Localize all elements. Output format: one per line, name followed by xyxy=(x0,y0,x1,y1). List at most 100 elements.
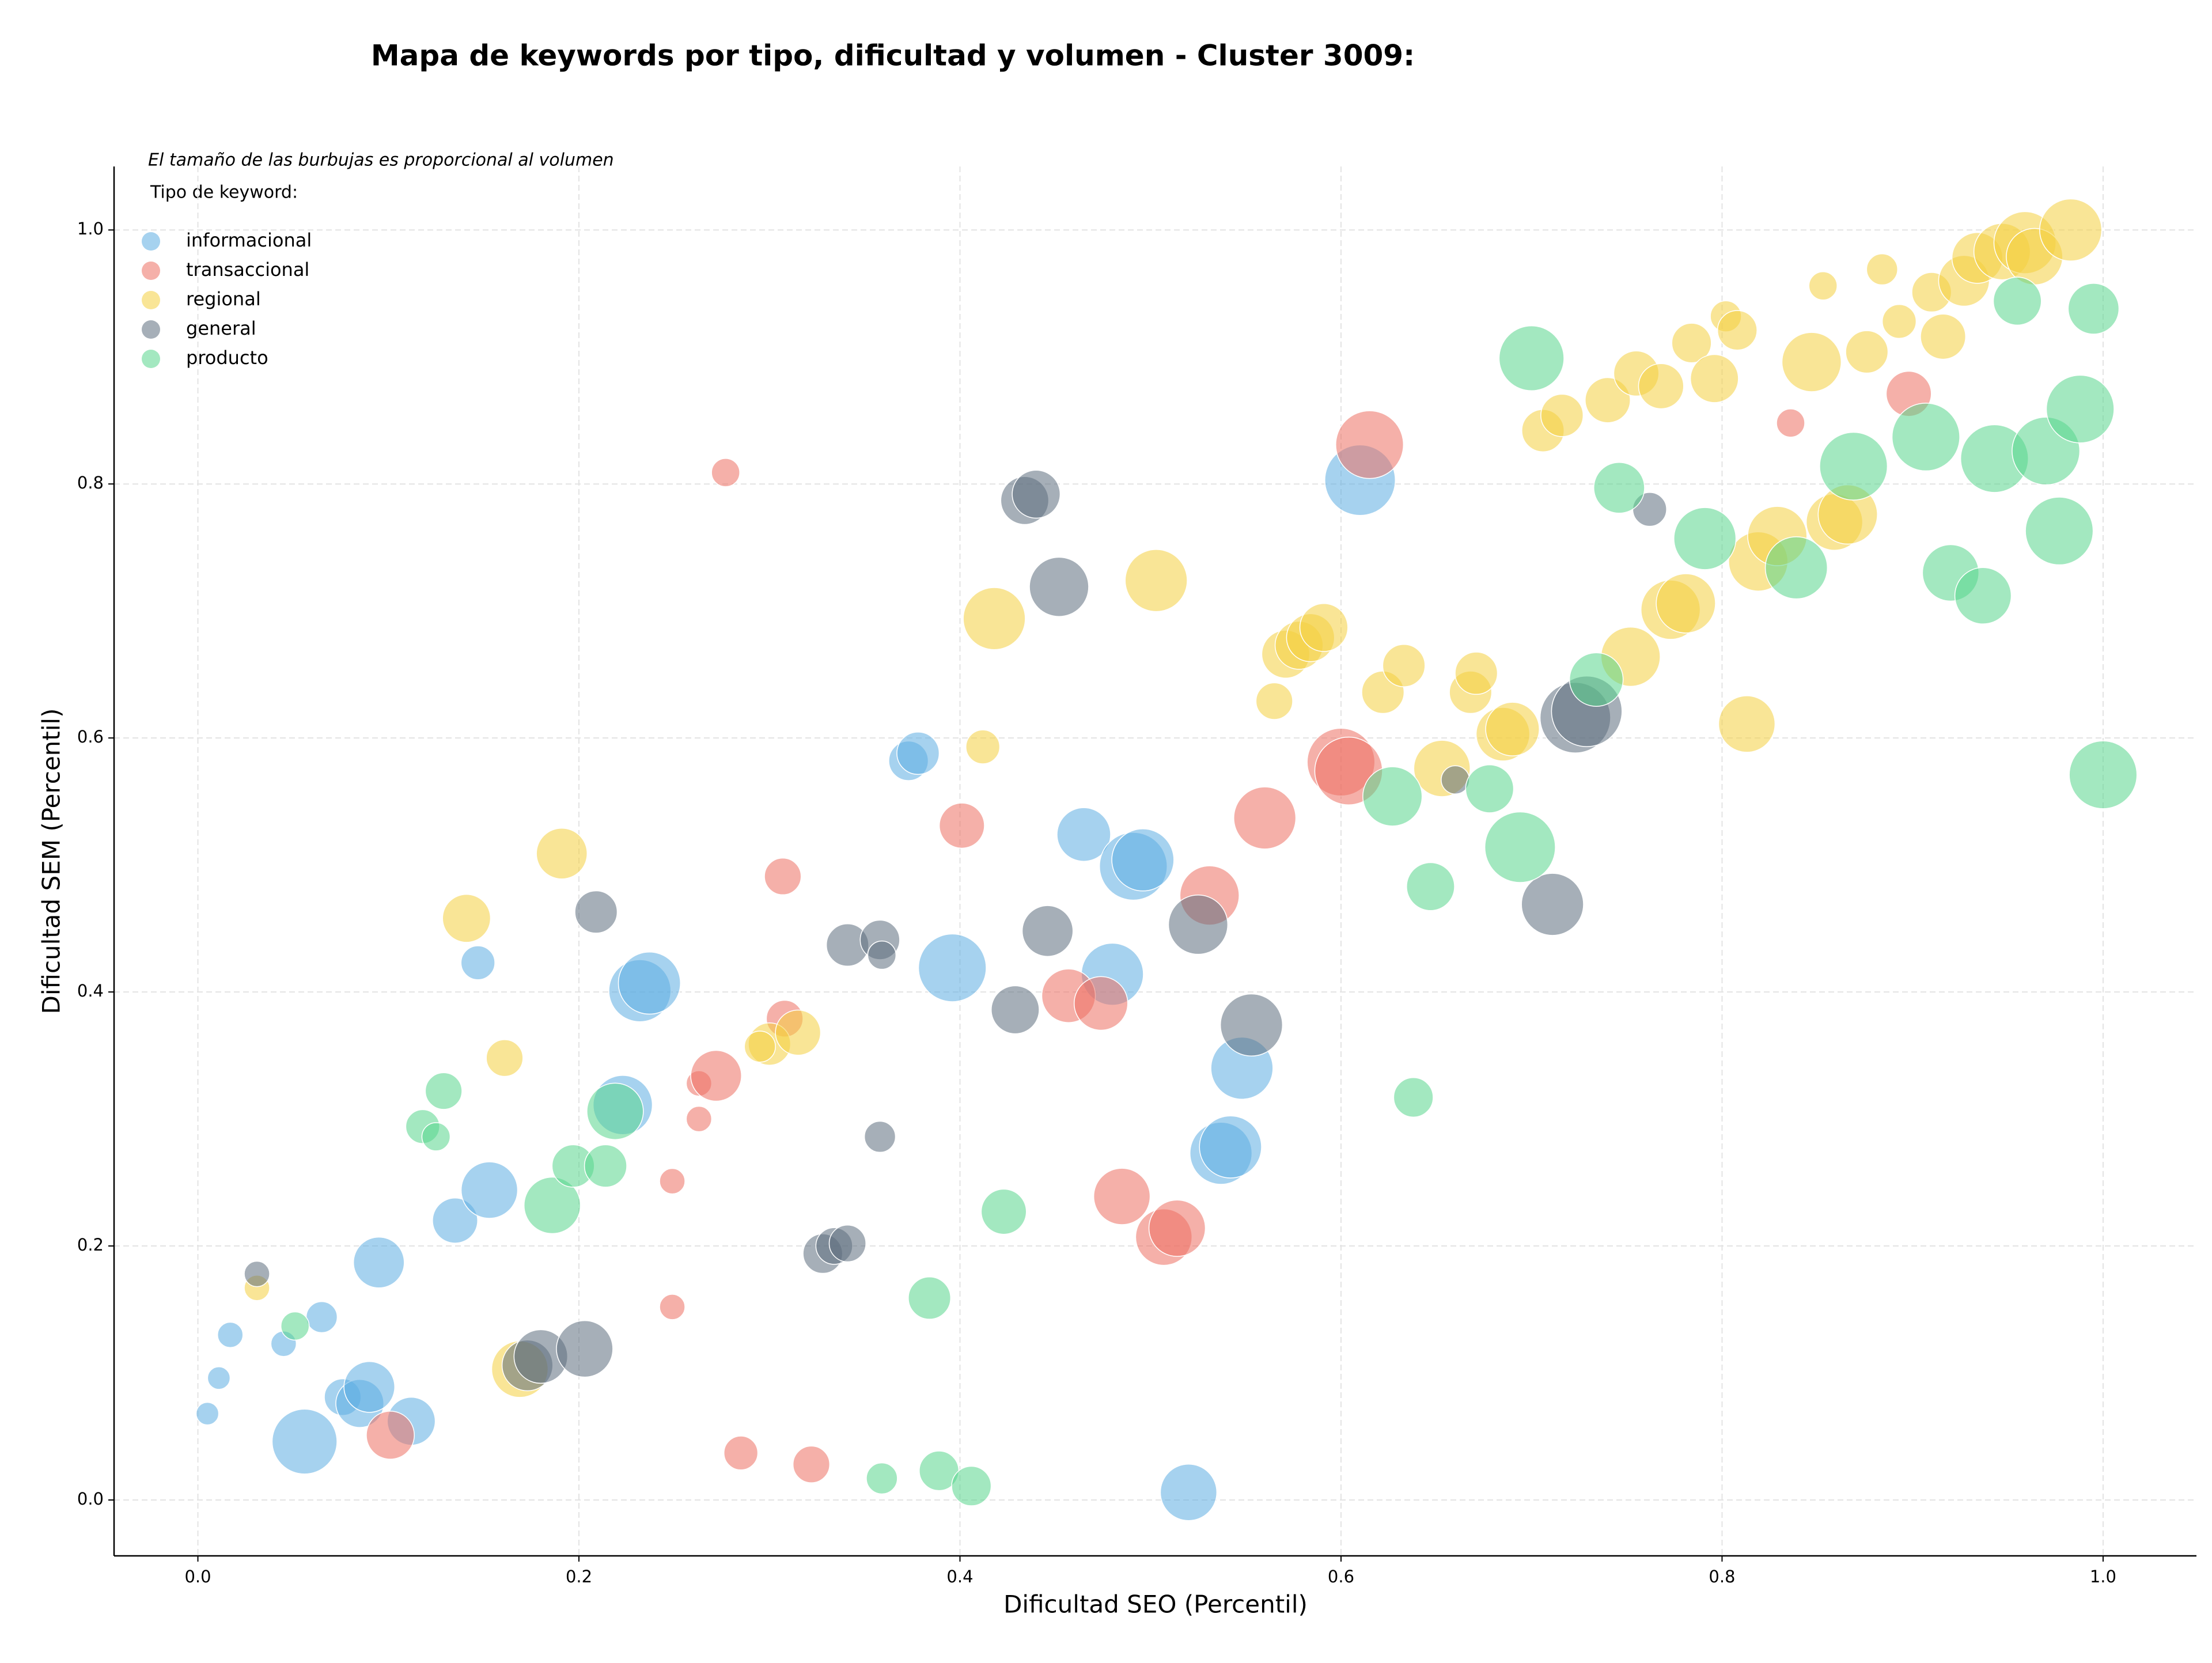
legend-marker xyxy=(142,232,160,251)
bubble xyxy=(863,1120,896,1153)
bubble xyxy=(1593,461,1645,514)
bubble xyxy=(280,1311,310,1341)
legend-label: producto xyxy=(186,347,268,369)
bubble xyxy=(523,1176,581,1234)
bubble xyxy=(659,1168,685,1195)
y-tick-label: 0.4 xyxy=(77,981,104,1001)
bubble xyxy=(1781,332,1842,392)
bubble xyxy=(460,1161,518,1219)
bubble xyxy=(1160,1464,1218,1521)
bubble xyxy=(195,1401,219,1426)
x-tick-label: 0.2 xyxy=(566,1567,592,1586)
bubble xyxy=(951,1465,992,1506)
bubble xyxy=(2067,283,2120,335)
legend-label: transaccional xyxy=(186,259,309,281)
y-tick-label: 0.0 xyxy=(77,1489,104,1509)
bubble xyxy=(1717,310,1758,351)
legend-title: Tipo de keyword: xyxy=(150,183,298,203)
x-tick-label: 0.4 xyxy=(946,1567,973,1586)
bubble xyxy=(1199,1115,1262,1179)
bubble xyxy=(1690,354,1739,403)
bubble xyxy=(724,1435,759,1471)
legend-label: general xyxy=(186,317,256,339)
bubble xyxy=(685,1105,713,1132)
bubble xyxy=(1393,1077,1434,1118)
bubble xyxy=(1671,323,1712,363)
bubbles xyxy=(195,198,2138,1521)
bubble xyxy=(828,1225,866,1263)
bubble xyxy=(1569,652,1624,707)
bubble xyxy=(965,729,1001,764)
bubble xyxy=(1638,363,1684,410)
bubble xyxy=(207,1366,231,1390)
bubble xyxy=(1148,1199,1206,1257)
bubble xyxy=(1255,682,1293,720)
bubble xyxy=(1124,549,1188,612)
bubble xyxy=(1845,330,1889,374)
bubble xyxy=(896,732,940,775)
bubble xyxy=(1920,313,1967,360)
y-axis-label: Dificultad SEM (Percentil) xyxy=(37,709,66,1014)
bubble xyxy=(343,1361,396,1413)
bubble xyxy=(744,1031,776,1063)
bubble xyxy=(556,1320,613,1378)
bubble xyxy=(2025,497,2094,566)
bubble xyxy=(1455,651,1498,695)
bubble xyxy=(1056,807,1111,862)
bubble xyxy=(659,1294,685,1320)
bubble xyxy=(586,1082,644,1141)
bubble xyxy=(792,1445,831,1483)
bubble xyxy=(1233,786,1297,850)
bubble xyxy=(618,952,681,1015)
bubble xyxy=(1021,905,1074,957)
bubble xyxy=(1718,695,1776,753)
bubble xyxy=(1406,862,1455,911)
bubble xyxy=(1656,573,1716,634)
bubble xyxy=(353,1236,405,1289)
legend-marker xyxy=(142,350,160,368)
x-tick-label: 0.6 xyxy=(1328,1567,1354,1586)
bubble xyxy=(711,458,740,487)
legend-label: informacional xyxy=(186,229,312,251)
bubble xyxy=(1498,325,1565,391)
bubble xyxy=(1954,567,2012,624)
y-tick-label: 1.0 xyxy=(77,219,104,238)
size-note: El tamaño de las burbujas es proporciona… xyxy=(148,150,614,171)
legend-label: regional xyxy=(186,288,261,310)
bubble xyxy=(1111,828,1175,892)
bubble xyxy=(1485,702,1540,756)
legend-marker xyxy=(142,291,160,309)
bubble xyxy=(1362,766,1423,827)
bubble xyxy=(574,890,618,934)
bubble xyxy=(1993,276,2042,326)
bubble xyxy=(1012,469,1061,519)
x-tick-label: 0.0 xyxy=(184,1567,211,1586)
bubble xyxy=(305,1301,338,1334)
bubble xyxy=(442,893,491,943)
bubble xyxy=(1673,507,1737,570)
bubble xyxy=(991,985,1040,1035)
bubble xyxy=(1168,895,1229,955)
bubble xyxy=(584,1144,627,1188)
bubble xyxy=(1219,993,1283,1057)
bubble xyxy=(918,933,987,1002)
legend-marker xyxy=(142,262,160,280)
bubble xyxy=(366,1411,415,1460)
y-tick-label: 0.6 xyxy=(77,727,104,747)
bubble xyxy=(866,1462,898,1495)
bubble xyxy=(1540,393,1584,437)
bubble xyxy=(1866,253,1898,286)
bubble xyxy=(425,1072,463,1110)
bubble xyxy=(1335,410,1404,479)
bubble xyxy=(1465,764,1514,813)
bubble xyxy=(1484,811,1556,883)
bubble xyxy=(1819,431,1888,501)
bubble xyxy=(1029,556,1089,617)
bubble xyxy=(764,857,802,896)
bubble xyxy=(1881,304,1917,339)
x-axis-label: Dificultad SEO (Percentil) xyxy=(1003,1590,1308,1619)
bubble xyxy=(244,1260,270,1287)
bubble xyxy=(1073,976,1128,1031)
bubble xyxy=(1808,271,1838,301)
